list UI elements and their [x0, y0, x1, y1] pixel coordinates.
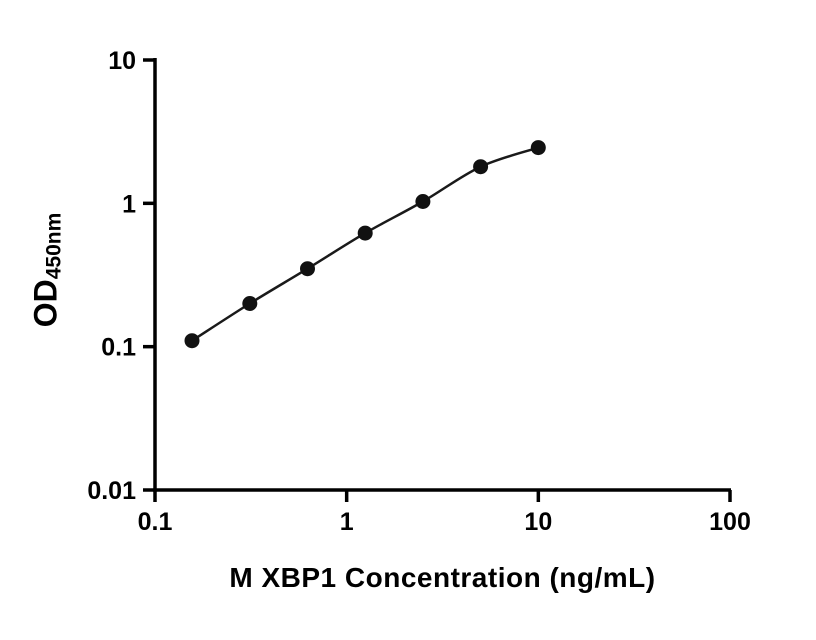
x-axis-title: M XBP1 Concentration (ng/mL) — [229, 562, 656, 593]
standard-curve-line — [191, 146, 539, 342]
y-axis-title: OD450nm — [27, 212, 66, 328]
data-point-marker — [530, 140, 546, 156]
data-point-marker — [415, 194, 431, 209]
y-tick-label: 0.01 — [87, 477, 136, 505]
data-point-marker — [357, 225, 373, 241]
y-axis-title-main: OD — [27, 279, 64, 328]
x-tick-label: 0.1 — [138, 508, 173, 536]
x-tick-label: 10 — [524, 508, 552, 536]
data-point-marker — [242, 296, 258, 311]
y-axis-title-subscript: 450nm — [42, 212, 66, 280]
x-tick-label: 100 — [709, 508, 751, 536]
x-tick-label: 1 — [340, 508, 354, 536]
y-tick-label: 0.1 — [101, 334, 136, 362]
y-tick-label: 1 — [122, 190, 136, 218]
data-point-marker — [184, 333, 200, 349]
y-tick-label: 10 — [108, 47, 136, 75]
data-point-marker — [300, 261, 315, 277]
data-point-marker — [473, 159, 489, 175]
